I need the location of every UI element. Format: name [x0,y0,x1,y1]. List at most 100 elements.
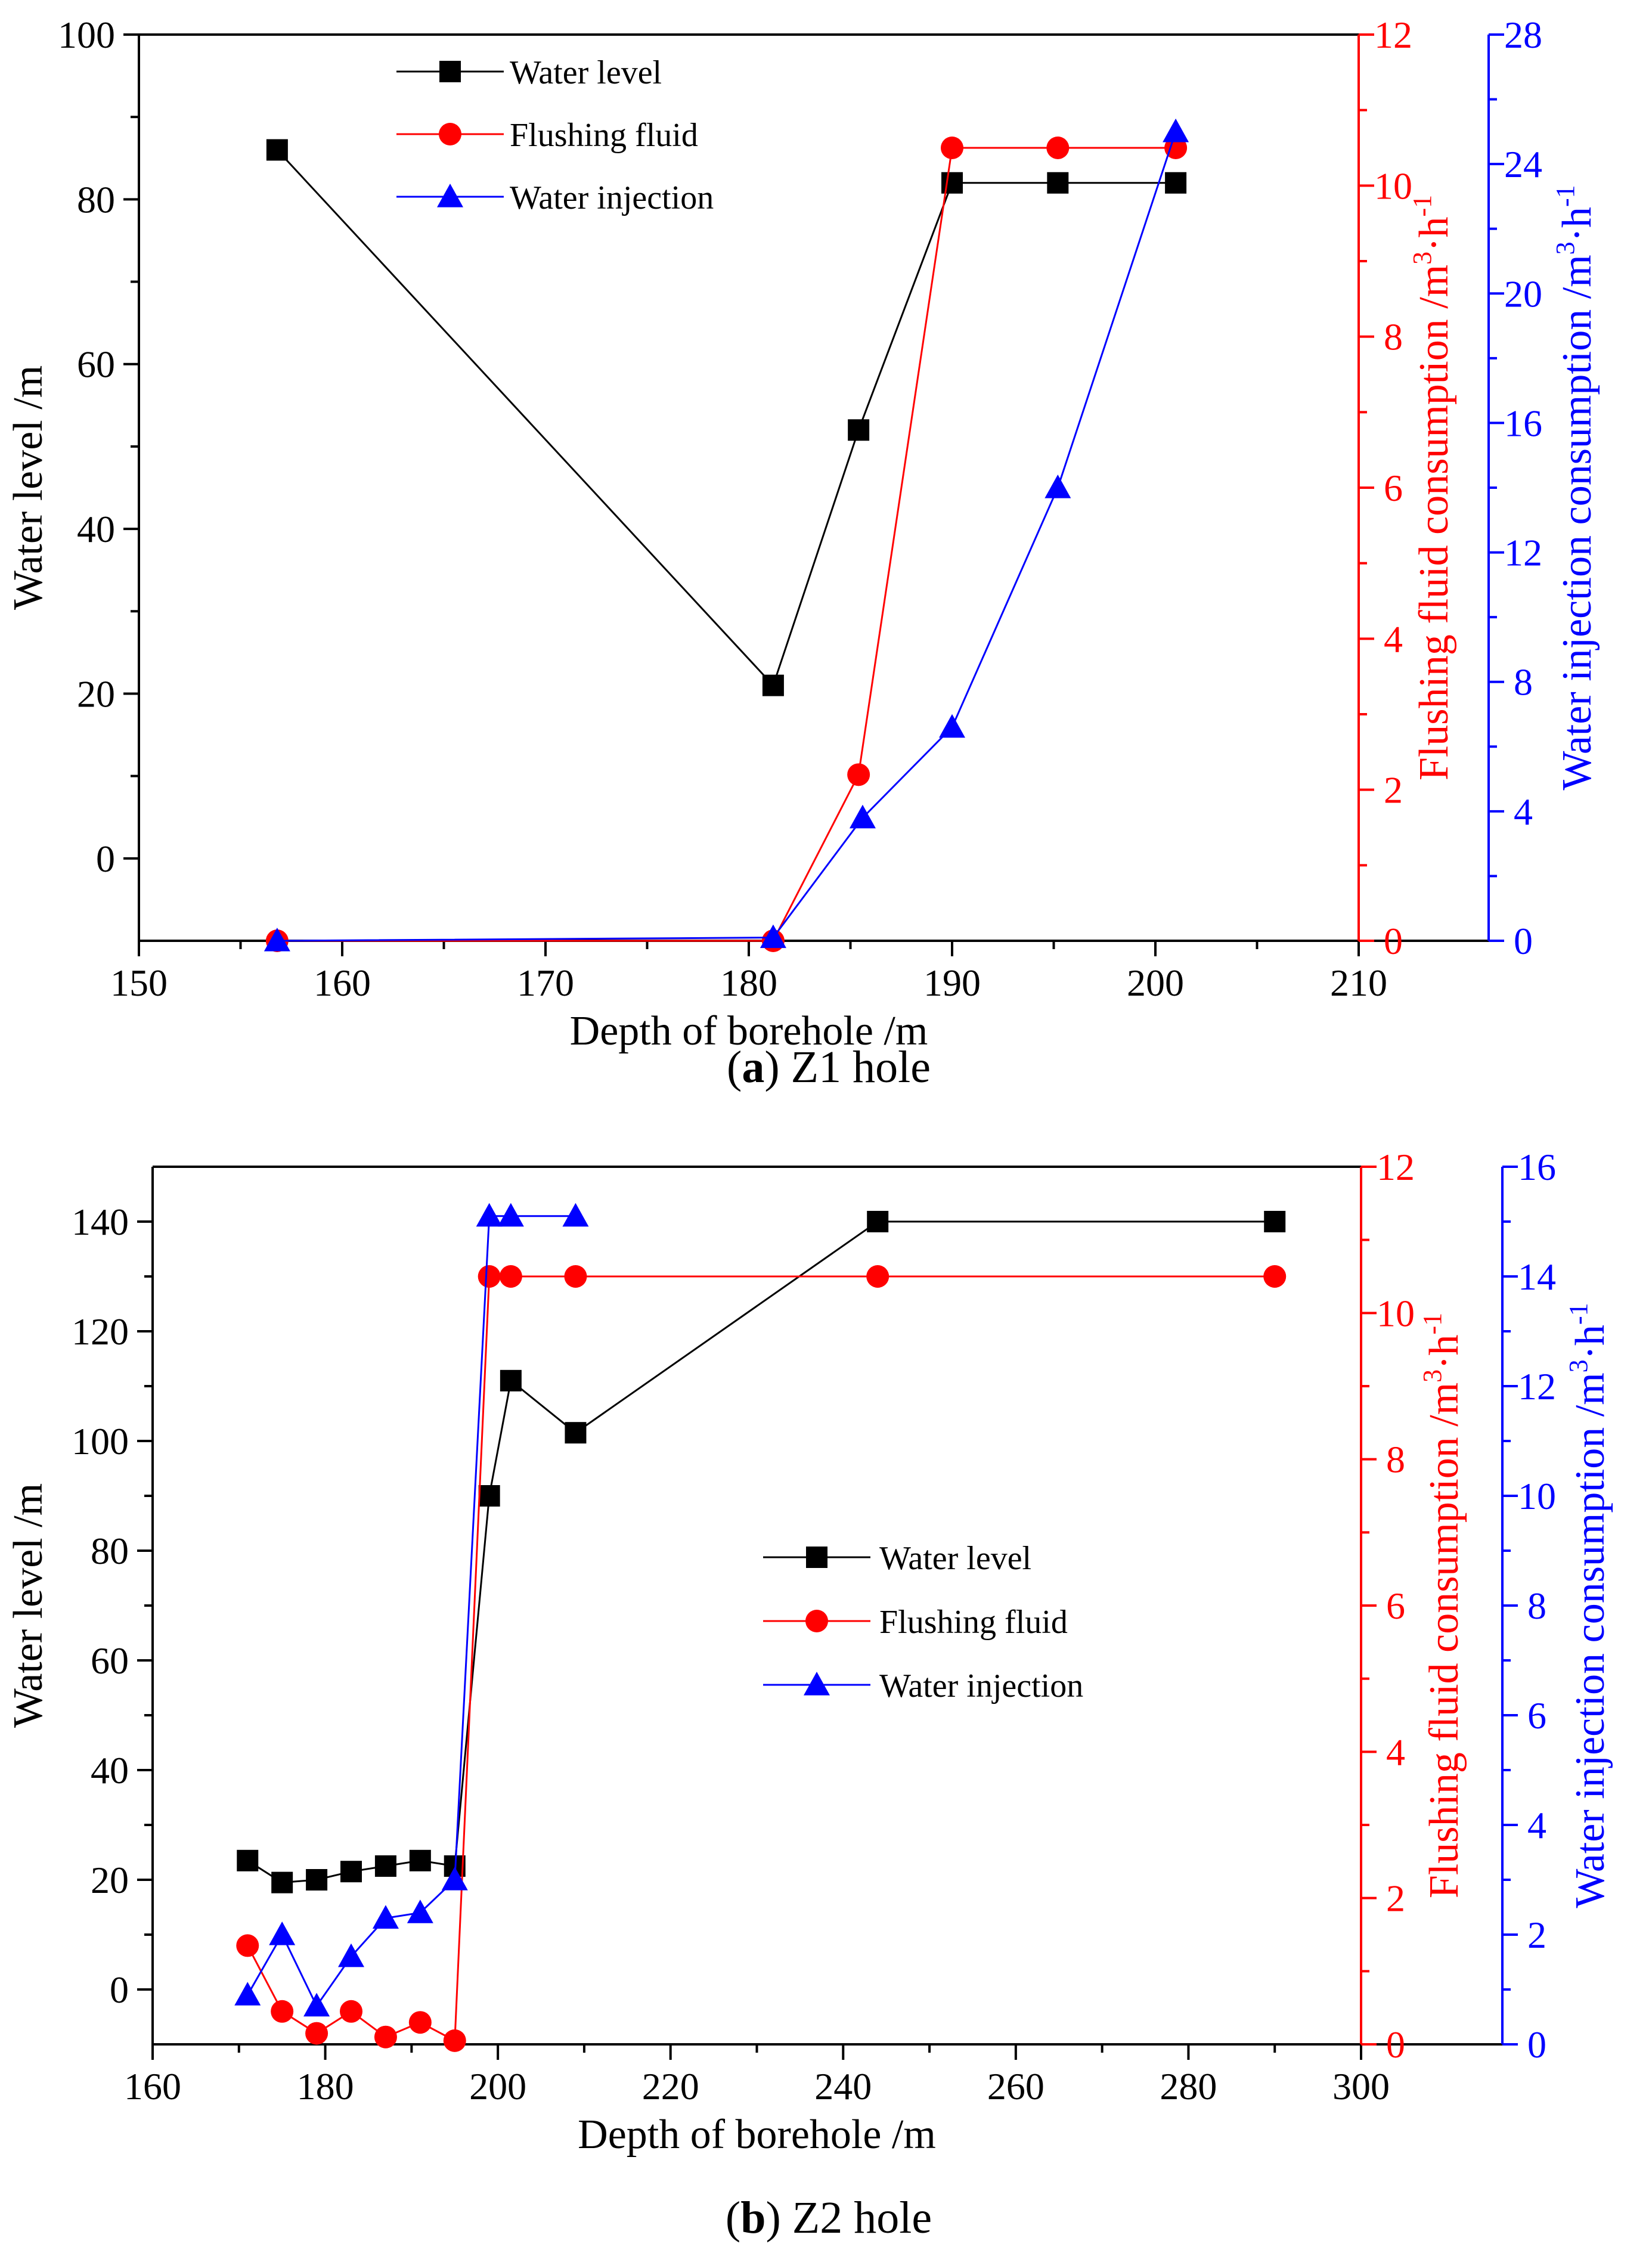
legend-marker-triangle [804,1672,830,1696]
y-tick-label-left: 20 [77,673,115,715]
data-point-circle [941,137,963,159]
y-tick-label-right2: 0 [1514,920,1533,962]
legend-label: Water injection [510,179,714,216]
series-line [276,149,1176,687]
y-tick-label-right1: 2 [1386,1877,1405,1920]
series-line [247,1220,1275,1884]
legend-marker-square [439,61,461,82]
data-point-square [1165,172,1187,194]
data-point-circle [564,1265,587,1288]
y-tick-label-left: 40 [77,508,115,550]
y-tick-label-left: 20 [91,1859,129,1901]
chart-panel-b: (b) Z2 hole 160 180 200 220 240 260 280 300Dept… [5,1146,1613,2243]
y-tick-label-right2: 6 [1527,1694,1546,1737]
data-point-circle [236,1934,259,1957]
data-point-triangle [372,1905,399,1929]
data-point-square [409,1849,431,1871]
data-point-circle [305,2022,328,2045]
data-point-triangle [939,714,965,738]
data-point-square [941,172,963,194]
y-tick-label-right2: 28 [1504,14,1542,56]
data-point-square [340,1861,362,1883]
data-point-square [478,1485,500,1507]
y-tick-label-right2: 16 [1518,1146,1556,1188]
y-tick-label-right1: 12 [1377,1146,1415,1188]
legend: Water level Flushing fluid Water injection [396,54,714,216]
y-axis-title-right1: Flushing fluid consumption /m3·h-1 [1408,195,1457,780]
data-point-circle [866,1265,889,1288]
data-point-triangle [234,1982,261,2006]
legend-label: Water level [510,54,662,91]
x-tick-label: 160 [124,2065,181,2108]
data-point-circle [443,2029,466,2052]
data-point-triangle [1044,475,1071,498]
y-tick-label-right1: 2 [1384,769,1403,811]
x-tick-label: 280 [1160,2065,1217,2108]
y-tick-label-left: 0 [110,1969,129,2011]
series-water-injection [264,118,1189,952]
x-tick-label: 180 [720,962,777,1004]
data-point-triangle [269,1922,296,1945]
x-tick-label: 180 [297,2065,354,2108]
y-tick-label-left: 60 [77,343,115,386]
y-tick-label-right2: 4 [1527,1804,1546,1846]
data-point-circle [340,2000,363,2023]
y-axis-title-left: Water level /m [5,1483,51,1728]
series-flushing-fluid [236,1265,1287,2052]
legend-marker-square [806,1547,827,1568]
y-axis-title-right1: Flushing fluid consumption /m3·h-1 [1418,1313,1467,1898]
data-point-circle [1263,1265,1287,1288]
legend: Water level Flushing fluid Water injection [763,1540,1083,1705]
data-point-square [1047,172,1069,194]
y-tick-label-right1: 10 [1374,165,1412,207]
x-tick-label: 220 [642,2065,699,2108]
series-line [246,1275,1275,2043]
data-point-square [867,1211,889,1232]
data-point-square [565,1422,587,1444]
caption-b: (b) Z2 hole [726,2193,932,2243]
data-point-triangle [760,924,786,949]
legend-label: Water injection [879,1668,1083,1705]
data-point-triangle [441,1867,468,1891]
y-tick-label-right1: 0 [1386,2023,1405,2066]
legend-label: Water level [879,1540,1031,1577]
y-tick-label-left: 80 [77,178,115,221]
y-tick-label-right2: 8 [1527,1585,1546,1627]
y-tick-label-right2: 16 [1504,402,1542,444]
y-tick-label-right2: 14 [1518,1256,1556,1298]
y-axis-title-right2: Water injection consumption /m3·h-1 [1564,1303,1613,1908]
series-water-level [266,139,1187,696]
x-tick-label: 200 [469,2065,526,2108]
y-tick-label-right2: 0 [1527,2023,1546,2066]
y-axis-title-left: Water level /m [5,365,51,610]
data-point-square [237,1849,259,1871]
data-point-square [500,1369,522,1392]
data-point-triangle [849,804,876,829]
data-point-triangle [476,1203,503,1227]
data-point-triangle [338,1943,365,1967]
x-tick-label: 170 [517,962,574,1004]
series-water-level [237,1211,1286,1893]
x-tick-label: 300 [1332,2065,1390,2108]
x-tick-label: 240 [814,2065,872,2108]
data-point-circle [499,1265,522,1288]
data-point-circle [408,2011,432,2034]
y-tick-label-left: 100 [58,14,115,56]
data-point-circle [478,1265,501,1288]
data-point-triangle [562,1203,589,1227]
legend-label: Flushing fluid [879,1604,1068,1641]
x-tick-label: 260 [987,2065,1044,2108]
caption-a: (a) Z1 hole [727,1042,931,1092]
y-tick-label-right1: 6 [1384,467,1403,509]
series-line [277,131,1177,942]
data-point-square [1264,1211,1286,1232]
y-tick-label-right1: 8 [1386,1439,1405,1481]
legend-marker-circle [805,1610,828,1632]
y-tick-label-left: 0 [96,838,115,880]
data-point-triangle [1163,118,1189,142]
y-tick-label-right2: 8 [1514,661,1533,704]
y-tick-label-right2: 4 [1514,791,1533,833]
